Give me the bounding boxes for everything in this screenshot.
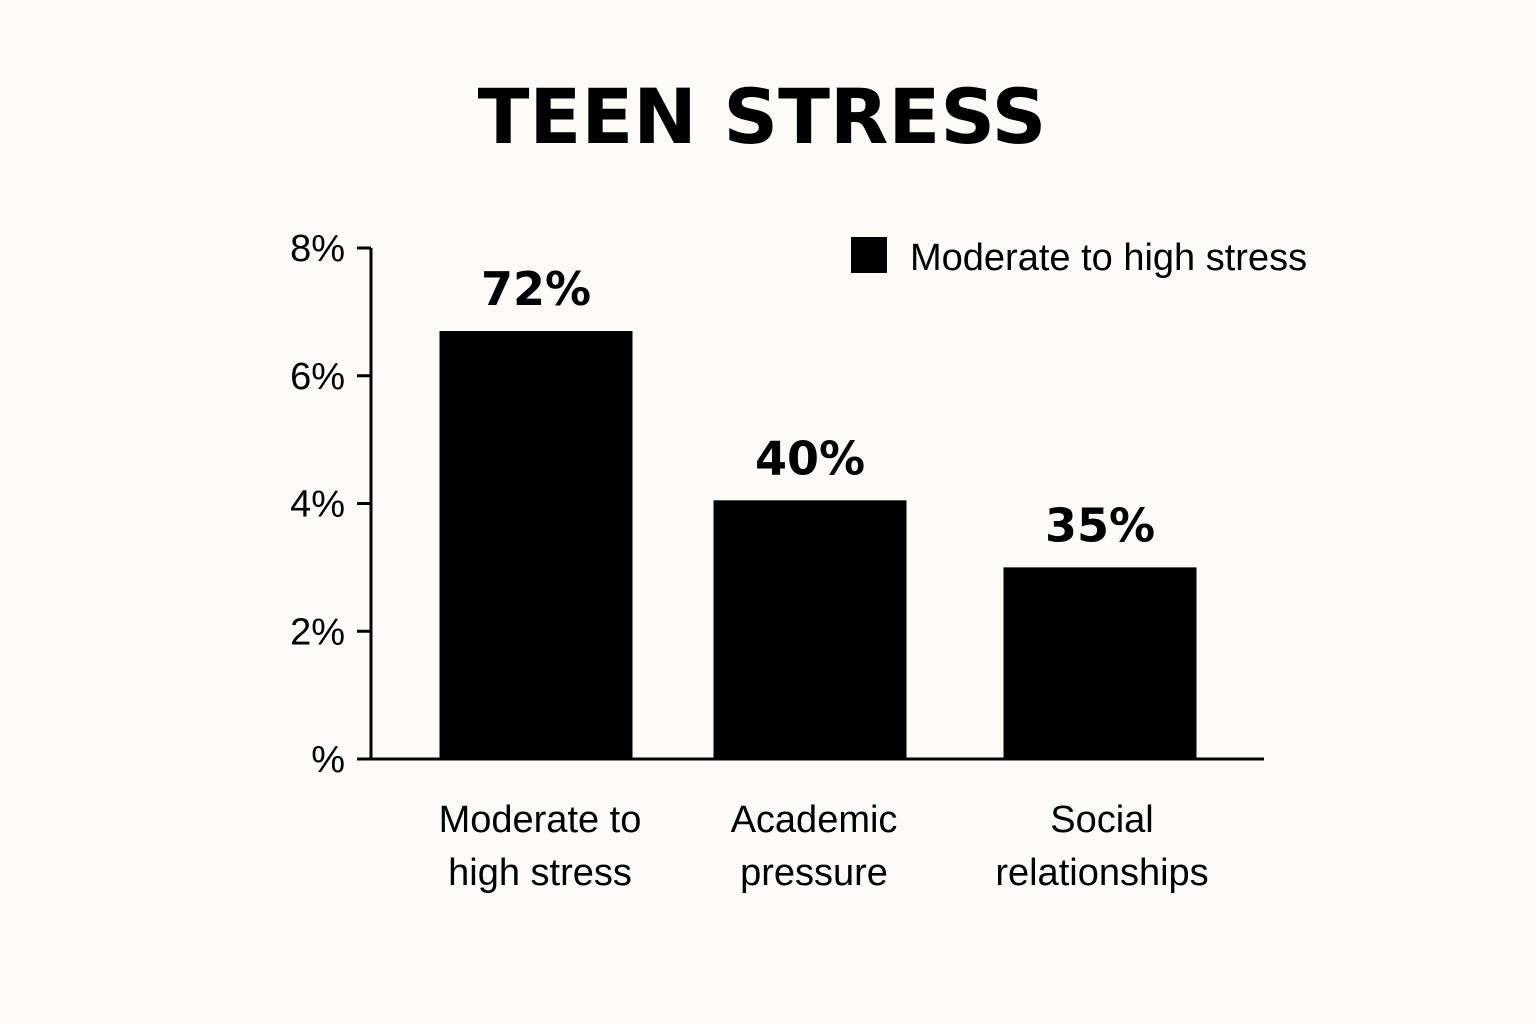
x-category-label-line: Social xyxy=(1050,799,1154,841)
bar xyxy=(1003,567,1197,759)
bar-value-label: 35% xyxy=(1045,498,1155,552)
x-category-label-line: Academic xyxy=(731,799,898,841)
bar-value-label: 72% xyxy=(481,262,591,316)
x-category-label-line: pressure xyxy=(740,852,888,894)
legend-label: Moderate to high stress xyxy=(910,237,1307,279)
category-labels: Moderate to high stress Academic pressure So… xyxy=(439,799,1209,894)
x-category-label: Academic pressure xyxy=(731,799,898,894)
y-axis-ticks: % 2% 4% 6% 8% xyxy=(290,228,371,781)
bar xyxy=(713,500,907,759)
y-tick-label: % xyxy=(311,739,345,781)
bar xyxy=(439,331,633,759)
bars xyxy=(439,331,1197,759)
y-tick-label: 8% xyxy=(290,228,345,270)
legend-swatch xyxy=(851,237,887,273)
legend: Moderate to high stress xyxy=(851,237,1307,279)
value-labels: 72% 40% 35% xyxy=(481,262,1155,552)
x-category-label-line: high stress xyxy=(448,852,632,894)
x-category-label-line: relationships xyxy=(995,852,1208,894)
x-category-label: Moderate to high stress xyxy=(439,799,642,894)
x-category-label-line: Moderate to xyxy=(439,799,642,841)
bar-value-label: 40% xyxy=(755,431,865,485)
x-category-label: Social relationships xyxy=(995,799,1208,894)
y-tick-label: 4% xyxy=(290,484,345,526)
chart-title: TEEN STRESS xyxy=(478,72,1047,161)
y-tick-label: 2% xyxy=(290,611,345,653)
y-tick-label: 6% xyxy=(290,356,345,398)
